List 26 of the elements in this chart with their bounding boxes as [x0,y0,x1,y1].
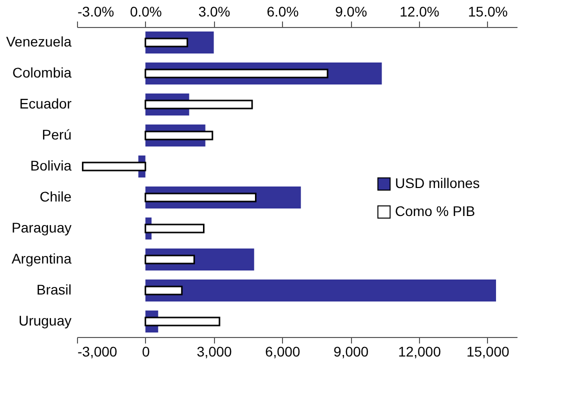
x2-tick-label: 6.0% [266,4,299,20]
y-tick-label: Argentina [12,250,72,266]
y-tick-label: Colombia [12,64,72,80]
x-tick-label: -3,000 [78,344,118,360]
y-tick-label: Perú [42,126,72,142]
y-tick-label: Paraguay [12,220,72,236]
y-tick-label: Brasil [36,282,72,298]
y-tick-label: Venezuela [6,34,72,50]
y-tick-label: Ecuador [19,96,72,112]
legend-label: Como % PIB [395,203,476,219]
x2-tick-label: 12.0% [400,4,440,20]
x2-tick-label: 15.0% [468,4,508,20]
y-tick-label: Uruguay [18,312,72,328]
x2-tick-label: 9.0% [335,4,368,20]
x-tick-label: 6,000 [265,344,300,360]
x-tick-label: 3,000 [196,344,232,360]
legend-label: USD millones [395,175,480,191]
x-tick-label: 9,000 [334,344,369,360]
y-tick-label: Chile [40,188,72,204]
x2-tick-label: 0.0% [130,4,162,20]
y-tick-label: Bolivia [30,158,72,174]
x2-tick-label: 3.0% [198,4,230,20]
x-tick-label: 0 [142,344,150,360]
x-tick-label: 15,000 [466,344,510,360]
x2-tick-label: -3.0% [78,4,114,20]
x-tick-label: 12,000 [398,344,442,360]
